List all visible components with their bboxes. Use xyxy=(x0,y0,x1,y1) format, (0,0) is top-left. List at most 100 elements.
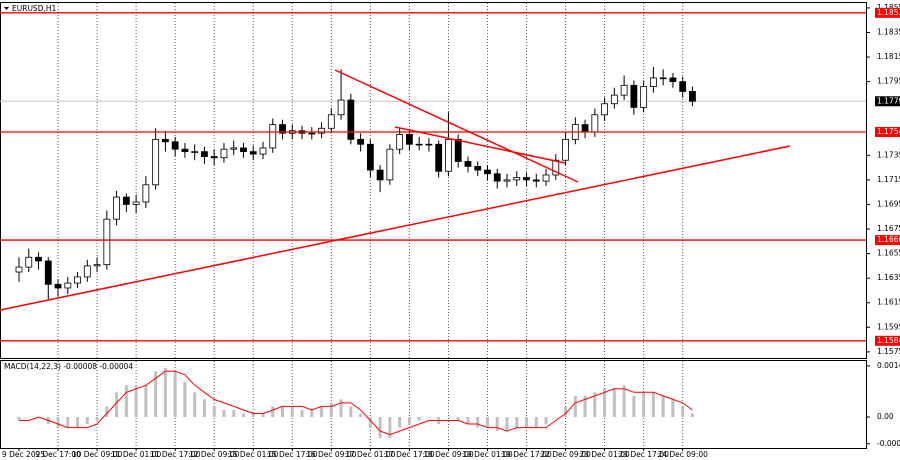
candle-body xyxy=(366,143,374,171)
macd-bar xyxy=(154,371,158,418)
macd-bar xyxy=(310,409,314,418)
candle-body xyxy=(132,201,140,205)
macd-bar xyxy=(261,413,265,418)
candle-body xyxy=(240,147,247,153)
candle-body xyxy=(181,148,189,153)
macd-bar xyxy=(476,417,480,428)
candle-body xyxy=(259,147,267,155)
candle-body xyxy=(523,177,530,181)
x-tick-label: 19 Dec 01:00 xyxy=(462,450,513,459)
x-tick-label: 17 Dec 01:00 xyxy=(345,450,396,459)
macd-bar xyxy=(554,417,558,418)
macd-bar xyxy=(446,417,450,418)
macd-bar xyxy=(593,392,597,418)
candle-body xyxy=(435,143,443,172)
candle-body xyxy=(249,151,257,155)
x-tick-label: 24 Dec 09:00 xyxy=(657,450,708,459)
level-box xyxy=(875,126,900,137)
candle-body xyxy=(113,196,120,220)
macd-bar xyxy=(642,392,646,418)
macd-bar xyxy=(17,417,21,421)
candle-body xyxy=(620,84,628,96)
macd-bar xyxy=(290,406,294,418)
macd-title: MACD(14,22,3) -0.00008 -0.00004 xyxy=(4,362,133,371)
x-tick-label: 17 Dec 17:00 xyxy=(384,450,435,459)
candle-body xyxy=(35,256,42,262)
y-tick-label: 1.1615 xyxy=(877,298,900,307)
macd-bar xyxy=(544,417,548,425)
macd-bar xyxy=(603,388,607,418)
level-box xyxy=(875,7,900,18)
macd-bar xyxy=(349,406,353,418)
macd-bar xyxy=(95,417,99,421)
candle-body xyxy=(415,143,423,146)
candle-body xyxy=(601,103,608,116)
macd-bar xyxy=(485,417,489,428)
y-tick-label: 1.1855 xyxy=(877,3,900,12)
symbol-title: EURUSD,H1 xyxy=(12,4,56,13)
macd-bar xyxy=(329,402,333,418)
candle-body xyxy=(669,77,677,83)
macd-bar xyxy=(368,417,372,428)
candle-body xyxy=(44,260,52,285)
plot xyxy=(15,66,696,439)
candle-body xyxy=(161,138,169,143)
candle-body xyxy=(142,184,150,203)
y-tick-label: 1.1735 xyxy=(877,150,900,159)
x-tick-label: 22 Dec 09:00 xyxy=(540,450,591,459)
macd-bar xyxy=(417,417,421,421)
current-price-box xyxy=(875,96,900,107)
candle-body xyxy=(54,283,62,289)
macd-bar xyxy=(378,417,382,439)
y-tick-label: 1.1715 xyxy=(877,175,900,184)
macd-bar xyxy=(505,417,509,432)
x-tick-label: 10 Dec 09:00 xyxy=(72,450,123,459)
candle-body xyxy=(357,138,365,145)
candle-body xyxy=(220,148,228,159)
candle-body xyxy=(74,276,81,284)
signal-line xyxy=(19,370,693,436)
y-tick-label: 0.00145 xyxy=(877,361,900,370)
y-tick-label: 1.1595 xyxy=(877,322,900,331)
candle-body xyxy=(542,174,550,182)
x-tick-label: 15 Dec 01:00 xyxy=(228,450,279,459)
candle-body xyxy=(15,266,23,273)
candle-body xyxy=(25,256,33,268)
x-tick-label: 18 Dec 09:00 xyxy=(423,450,474,459)
macd-bar xyxy=(144,385,148,418)
macd-bar xyxy=(466,417,470,425)
candle-body xyxy=(581,124,589,133)
candle-body xyxy=(591,114,599,133)
candle-body xyxy=(210,156,218,159)
y-tick-label: 1.1675 xyxy=(877,224,900,233)
x-tick-label: 9 Dec 2025 xyxy=(2,450,45,459)
macd-bar xyxy=(27,417,31,418)
macd-bar xyxy=(612,388,616,418)
candle-body xyxy=(122,196,130,205)
price-pane xyxy=(0,2,867,359)
candle-body xyxy=(64,282,72,289)
candle-body xyxy=(405,134,413,145)
trendline xyxy=(394,126,566,164)
candle-body xyxy=(279,124,286,134)
macd-bar xyxy=(427,417,431,418)
macd-bar xyxy=(456,417,460,421)
y-tick-label: 1.1655 xyxy=(877,249,900,258)
candle-body xyxy=(201,151,208,157)
current-price-label: 1.1779 xyxy=(877,96,900,105)
candle-body xyxy=(337,99,345,116)
level-label: 1.1666 xyxy=(877,235,900,244)
symbol-menu-icon[interactable] xyxy=(4,7,9,10)
level-label: 1.1584 xyxy=(877,336,900,345)
macd-bar xyxy=(212,406,216,418)
candle-body xyxy=(630,84,638,108)
y-tick-label: -0.00076 xyxy=(877,439,900,448)
x-tick-label: 11 Dec 01:00 xyxy=(111,450,162,459)
macd-bar xyxy=(534,417,538,428)
macd-bar xyxy=(183,381,187,418)
candle-body xyxy=(396,134,404,150)
macd-bar xyxy=(495,417,499,432)
macd-bar xyxy=(300,409,304,418)
x-tick-label: 16 Dec 09:00 xyxy=(306,450,357,459)
